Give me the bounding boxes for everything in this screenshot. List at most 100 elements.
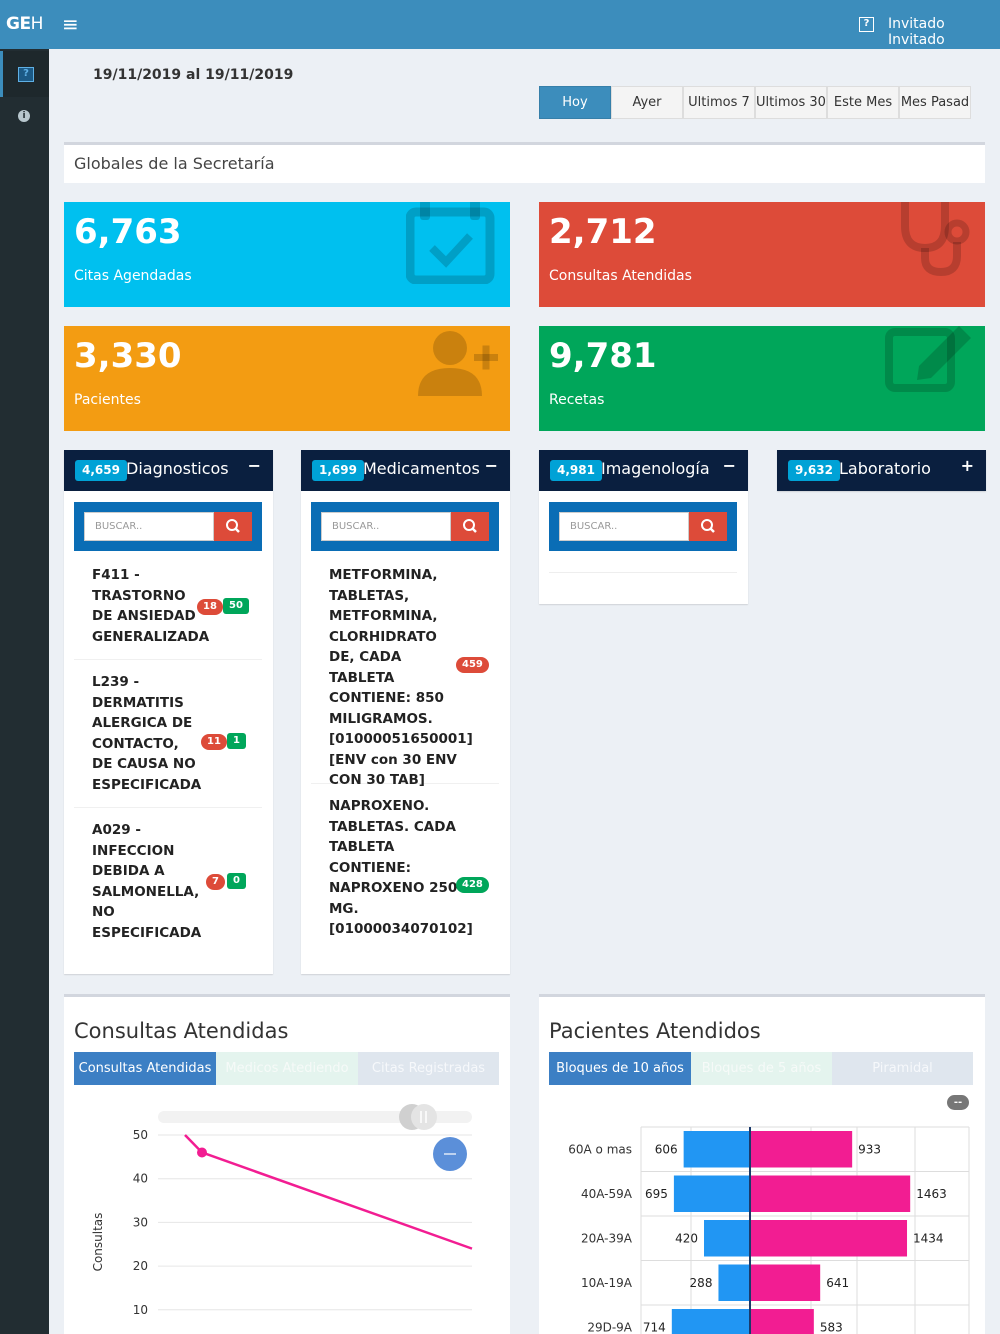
stat-value: 2,712 [549, 212, 657, 252]
panel-header: 9,632 Laboratorio + [777, 450, 986, 491]
chart-grid [158, 1134, 472, 1311]
collapse-icon[interactable]: − [722, 456, 736, 475]
bar-right [750, 1175, 911, 1212]
count-pill-green: 50 [223, 598, 249, 614]
stat-pacientes[interactable]: 3,330 Pacientes [64, 326, 510, 431]
bar-left [671, 1309, 750, 1334]
range-este-mes-button[interactable]: Este Mes [827, 86, 899, 119]
count-pill-red: 459 [456, 657, 489, 673]
consultas-chart-box: Consultas Atendidas Consultas Atendidas … [64, 994, 510, 1334]
user-menu[interactable]: Invitado Invitado [888, 16, 945, 48]
stat-recetas[interactable]: 9,781 Recetas [539, 326, 985, 431]
bar-right [750, 1309, 814, 1334]
list-item[interactable]: METFORMINA, TABLETAS, METFORMINA, CLORHI… [311, 553, 499, 788]
y-tick-label: 10 [133, 1303, 148, 1317]
menu-toggle-icon[interactable]: ≡ [62, 12, 79, 36]
count-pill-green: 428 [456, 877, 489, 893]
count-pill-green: 0 [227, 873, 246, 889]
edit-icon [885, 326, 971, 392]
tab-consultas-atendidas[interactable]: Consultas Atendidas [74, 1052, 216, 1085]
range-slider-handle[interactable] [411, 1104, 437, 1130]
chart-grid [640, 1126, 970, 1334]
bar-right [750, 1220, 908, 1257]
diagnosticos-list: F411 - TRASTORNO DE ANSIEDAD GENERALIZAD… [74, 553, 262, 943]
item-text: A029 - INFECCION DEBIDA A SALMONELLA, NO… [92, 822, 202, 941]
consultas-line-chart: 50 40 30 20 10 Consultas [91, 1104, 473, 1317]
sidebar-item-help[interactable]: ? [0, 51, 49, 97]
list-item[interactable]: F411 - TRASTORNO DE ANSIEDAD GENERALIZAD… [74, 553, 262, 660]
panel-title: Diagnosticos [126, 459, 229, 478]
count-badge: 4,659 [75, 460, 127, 481]
imagenologia-list [549, 553, 737, 573]
search-input[interactable]: BUSCAR.. [559, 512, 689, 541]
data-label: 606 [655, 1142, 678, 1156]
series-line [184, 1134, 473, 1250]
collapse-icon[interactable]: − [247, 456, 261, 475]
y-axis-ticks: 50 40 30 20 10 [133, 1128, 148, 1317]
count-badge: 4,981 [550, 460, 602, 481]
category-label: 60A o mas [568, 1142, 632, 1156]
stat-value: 6,763 [74, 212, 182, 252]
range-slider-track[interactable] [158, 1111, 472, 1123]
item-text: NAPROXENO. TABLETAS. CADA TABLETA CONTIE… [329, 798, 473, 943]
tab-bloques-10[interactable]: Bloques de 10 años [549, 1052, 691, 1085]
data-label: 288 [690, 1276, 713, 1290]
tab-medicos-atendiendo[interactable]: Medicos Atediendo [216, 1052, 358, 1085]
info-icon[interactable]: i [18, 110, 30, 122]
range-ultimos30-button[interactable]: Ultimos 30 [755, 86, 827, 119]
tab-bloques-5[interactable]: Bloques de 5 años [691, 1052, 832, 1085]
search-button[interactable] [689, 512, 727, 541]
list-item[interactable]: L239 - DERMATITIS ALERGICA DE CONTACTO, … [74, 660, 262, 808]
collapse-icon[interactable]: − [484, 456, 498, 475]
sidebar: ? i [0, 49, 49, 1334]
panel-header: 4,981 Imagenología − [539, 450, 748, 491]
list-item[interactable]: NAPROXENO. TABLETAS. CADA TABLETA CONTIE… [311, 784, 499, 943]
data-point[interactable] [197, 1147, 207, 1158]
data-label: 933 [858, 1142, 881, 1156]
legend-toggle-button[interactable]: -- [947, 1095, 969, 1110]
top-navbar: GEH ≡ ? Invitado Invitado [0, 0, 1000, 49]
data-label: 583 [820, 1320, 843, 1334]
count-pill-red: 11 [201, 734, 227, 750]
category-label: 20A-39A [581, 1231, 633, 1245]
search-button[interactable] [451, 512, 489, 541]
stat-consultas-atendidas[interactable]: 2,712 Consultas Atendidas [539, 202, 985, 307]
search-input[interactable]: BUSCAR.. [84, 512, 214, 541]
y-tick-label: 20 [133, 1259, 148, 1273]
stat-value: 9,781 [549, 336, 657, 376]
chart-tabs: Consultas Atendidas Medicos Atediendo Ci… [74, 1052, 499, 1085]
search-icon [701, 519, 715, 533]
stat-value: 3,330 [74, 336, 182, 376]
range-ayer-button[interactable]: Ayer [611, 86, 683, 119]
expand-icon[interactable]: + [960, 456, 974, 475]
app-logo[interactable]: GEH [6, 14, 43, 34]
box-title: Pacientes Atendidos [549, 1019, 761, 1043]
box-title: Consultas Atendidas [74, 1019, 289, 1043]
list-item[interactable]: A029 - INFECCION DEBIDA A SALMONELLA, NO… [74, 808, 262, 943]
user-help-icon[interactable]: ? [859, 17, 874, 32]
bar-left [673, 1175, 750, 1212]
panel-header: 1,699 Medicamentos − [301, 450, 510, 491]
search-input[interactable]: BUSCAR.. [321, 512, 451, 541]
range-hoy-button[interactable]: Hoy [539, 86, 611, 119]
tab-citas-registradas[interactable]: Citas Registradas [358, 1052, 499, 1085]
panel-title: Medicamentos [363, 459, 480, 478]
range-ultimos7-button[interactable]: Ultimos 7 [683, 86, 755, 119]
section-title: Globales de la Secretaría [64, 142, 985, 183]
stat-citas-agendadas[interactable]: 6,763 Citas Agendadas [64, 202, 510, 307]
question-box-icon: ? [18, 67, 34, 82]
chart-bars: 60A o mas 606 933 40A-59A 695 1463 20A-39A 420 1… [568, 1127, 947, 1334]
date-range-buttons: Hoy Ayer Ultimos 7 Ultimos 30 Este Mes M… [539, 86, 971, 119]
panel-laboratorio: 9,632 Laboratorio + [777, 450, 986, 491]
count-pill-red: 7 [206, 874, 225, 890]
tab-piramidal[interactable]: Piramidal [832, 1052, 973, 1085]
data-label: 1434 [913, 1231, 944, 1245]
data-label: 1463 [916, 1187, 947, 1201]
search-button[interactable] [214, 512, 252, 541]
category-label: 10A-19A [581, 1276, 633, 1290]
range-mes-pasado-button[interactable]: Mes Pasad [899, 86, 971, 119]
search-bar: BUSCAR.. [549, 502, 737, 551]
bar-left [683, 1131, 750, 1168]
search-icon [226, 519, 240, 533]
pacientes-pyramid-chart: 60A o mas 606 933 40A-59A 695 1463 20A-39A 420 1… [568, 1126, 970, 1334]
